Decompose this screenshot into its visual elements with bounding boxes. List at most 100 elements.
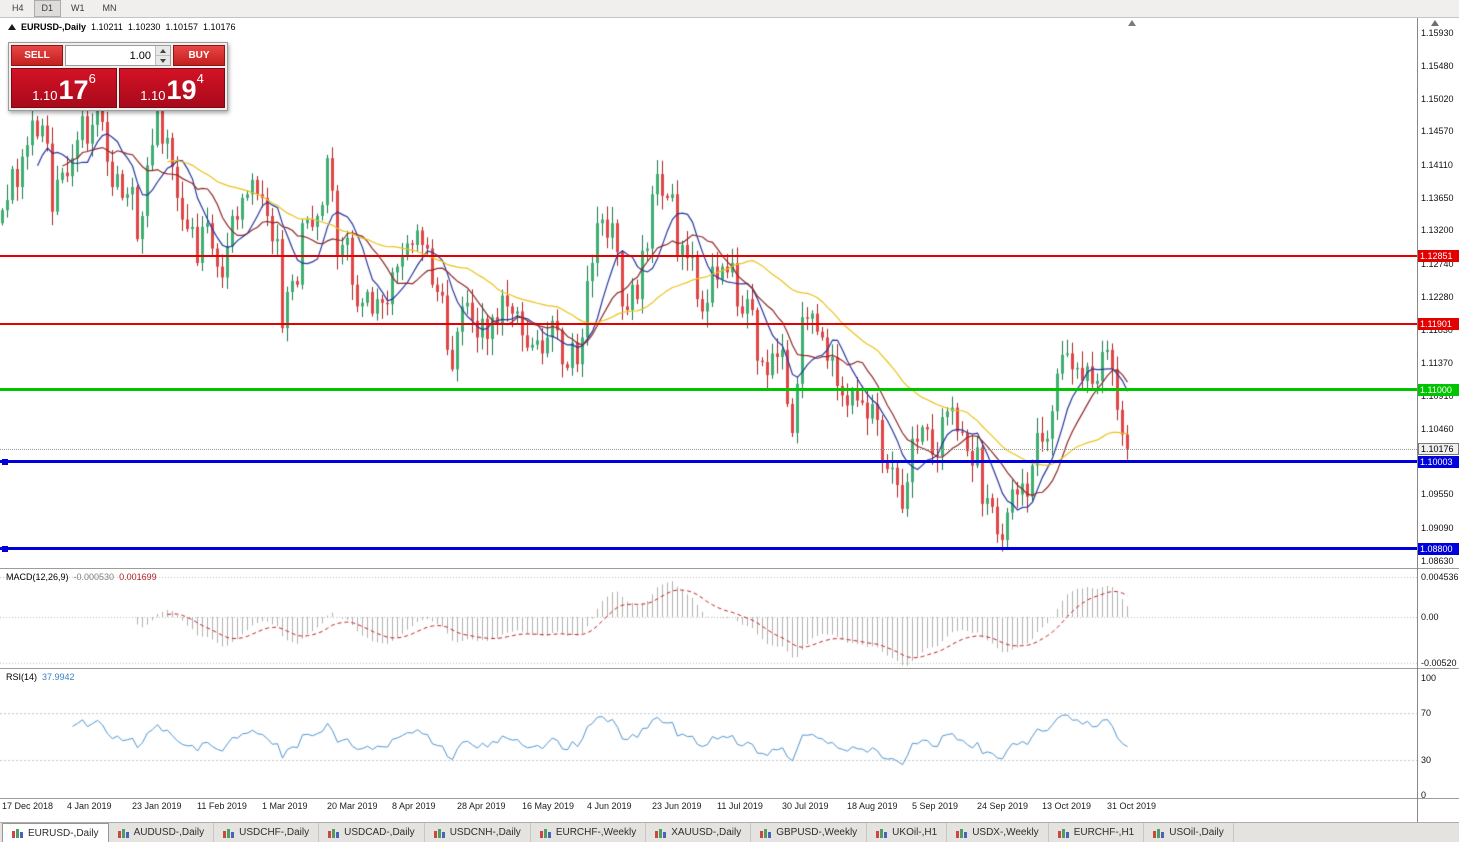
ohlc-close: 1.10176 bbox=[202, 22, 236, 32]
date-axis-label: 11 Feb 2019 bbox=[197, 801, 247, 811]
one-click-toggle-icon[interactable] bbox=[8, 24, 16, 30]
date-axis-label: 31 Oct 2019 bbox=[1107, 801, 1157, 811]
chart-icon bbox=[12, 829, 23, 838]
date-axis-label: 5 Sep 2019 bbox=[912, 801, 959, 811]
buy-price-sup: 4 bbox=[196, 71, 204, 86]
up-arrow-icon bbox=[160, 48, 166, 53]
rsi-indicator-label: RSI(14) 37.9942 bbox=[6, 672, 75, 682]
chart-icon bbox=[760, 828, 772, 838]
rsi-axis-tick: 0 bbox=[1421, 790, 1427, 801]
date-axis-label: 18 Aug 2019 bbox=[847, 801, 898, 811]
chart-tab-audusd[interactable]: AUDUSD-,Daily bbox=[109, 823, 215, 842]
price-axis-tick: 1.14570 bbox=[1421, 126, 1454, 137]
current-price-badge: 1.10176 bbox=[1418, 443, 1459, 455]
chart-tab-bar: EURUSD-,Daily AUDUSD-,Daily USDCHF-,Daily U… bbox=[0, 822, 1459, 842]
chart-icon bbox=[956, 828, 968, 838]
date-axis-label: 28 Apr 2019 bbox=[457, 801, 506, 811]
chart-tab-usdcnh[interactable]: USDCNH-,Daily bbox=[425, 823, 531, 842]
macd-axis-tick: 0.00 bbox=[1421, 612, 1439, 622]
timeframe-button-w1[interactable]: W1 bbox=[71, 3, 85, 13]
timeframe-button-mn[interactable]: MN bbox=[102, 3, 117, 13]
date-axis-label: 4 Jun 2019 bbox=[587, 801, 632, 811]
support-line-1[interactable] bbox=[0, 460, 1417, 463]
resistance-line-1[interactable] bbox=[0, 255, 1417, 257]
date-axis-label: 23 Jun 2019 bbox=[652, 801, 702, 811]
price-axis-tick: 1.13650 bbox=[1421, 192, 1454, 203]
chart-tab-ukoil[interactable]: UKOil-,H1 bbox=[867, 823, 948, 842]
chart-icon bbox=[1153, 828, 1165, 838]
lot-increment-button[interactable] bbox=[156, 46, 170, 55]
chart-shift-marker-icon[interactable] bbox=[1128, 20, 1136, 26]
pivot-line-green[interactable] bbox=[0, 388, 1417, 391]
price-axis-tick: 1.13200 bbox=[1421, 225, 1454, 236]
sell-price-big: 17 bbox=[58, 75, 89, 105]
timeframe-button-d1[interactable]: D1 bbox=[33, 0, 62, 17]
macd-signal-value: 0.001699 bbox=[119, 572, 157, 582]
ohlc-low: 1.10157 bbox=[165, 22, 198, 32]
chart-tab-gbpusd[interactable]: GBPUSD-,Weekly bbox=[751, 823, 868, 842]
chart-ohlc-header: EURUSD-,Daily 1.10211 1.10230 1.10157 1.… bbox=[8, 22, 236, 32]
chart-tab-eurchf[interactable]: EURCHF-,Weekly bbox=[531, 823, 647, 842]
support-line-2-price-badge: 1.08800 bbox=[1418, 543, 1459, 555]
lot-decrement-button[interactable] bbox=[156, 55, 170, 65]
sell-quote-button[interactable]: 1.10 17 6 bbox=[11, 68, 117, 108]
price-chart-canvas[interactable] bbox=[0, 18, 1417, 798]
date-axis-label: 11 Jul 2019 bbox=[717, 801, 763, 811]
chart-icon bbox=[433, 828, 445, 838]
lot-size-field bbox=[65, 45, 171, 66]
date-axis-label: 13 Oct 2019 bbox=[1042, 801, 1092, 811]
macd-axis-tick: 0.004536 bbox=[1421, 572, 1459, 582]
ohlc-open: 1.10211 bbox=[91, 22, 123, 32]
chart-icon bbox=[1057, 828, 1069, 838]
chart-tab-eurusd[interactable]: EURUSD-,Daily bbox=[2, 823, 109, 842]
price-axis-tick: 1.10910 bbox=[1421, 391, 1454, 402]
support-line-1-handle[interactable] bbox=[2, 459, 8, 465]
price-axis-tick: 1.12280 bbox=[1421, 292, 1454, 302]
price-axis-tick: 1.12740 bbox=[1421, 258, 1454, 269]
price-axis-tick: 1.15020 bbox=[1421, 93, 1454, 104]
chart-icon bbox=[539, 828, 551, 838]
rsi-axis-tick: 70 bbox=[1421, 708, 1432, 719]
down-arrow-icon bbox=[160, 58, 166, 63]
buy-quote-button[interactable]: 1.10 19 4 bbox=[119, 68, 225, 108]
buy-button[interactable]: BUY bbox=[173, 45, 225, 66]
resistance-line-2[interactable] bbox=[0, 323, 1417, 325]
price-axis-tick: 1.14110 bbox=[1421, 159, 1453, 170]
support-line-2-handle[interactable] bbox=[2, 546, 8, 552]
pivot-line-green-price-badge: 1.11000 bbox=[1418, 384, 1459, 396]
chart-tab-usdcad[interactable]: USDCAD-,Daily bbox=[319, 823, 425, 842]
macd-pane-separator[interactable] bbox=[0, 568, 1459, 569]
ohlc-high: 1.10230 bbox=[127, 22, 161, 32]
support-line-2[interactable] bbox=[0, 547, 1417, 550]
sell-price-sup: 6 bbox=[88, 71, 96, 86]
rsi-pane-separator[interactable] bbox=[0, 668, 1459, 669]
chart-icon bbox=[328, 828, 340, 838]
chart-tab-xauusd[interactable]: XAUUSD-,Daily bbox=[646, 823, 752, 842]
resistance-line-1-price-badge: 1.12851 bbox=[1418, 250, 1459, 262]
date-axis-label: 30 Jul 2019 bbox=[782, 801, 829, 811]
lot-size-input[interactable] bbox=[66, 46, 154, 65]
timeframe-button-h4[interactable]: H4 bbox=[12, 3, 24, 13]
chart-tab-usoil[interactable]: USOil-,Daily bbox=[1144, 823, 1234, 842]
chart-icon bbox=[655, 828, 667, 838]
rsi-axis-tick: 30 bbox=[1421, 754, 1432, 765]
macd-indicator-label: MACD(12,26,9) -0.000530 0.001699 bbox=[6, 572, 157, 582]
date-axis-label: 8 Apr 2019 bbox=[392, 801, 436, 811]
buy-price-big: 19 bbox=[166, 75, 197, 105]
macd-name: MACD(12,26,9) bbox=[6, 572, 69, 582]
sell-button[interactable]: SELL bbox=[11, 45, 63, 66]
chart-icon bbox=[223, 828, 235, 838]
rsi-axis-tick: 100 bbox=[1421, 673, 1437, 683]
rsi-name: RSI(14) bbox=[6, 672, 38, 682]
chart-icon bbox=[117, 828, 129, 838]
date-axis-separator bbox=[0, 798, 1459, 799]
chart-tab-eurchf[interactable]: EURCHF-,H1 bbox=[1049, 823, 1145, 842]
chart-tab-usdchf[interactable]: USDCHF-,Daily bbox=[214, 823, 320, 842]
price-axis-tick: 1.15480 bbox=[1421, 60, 1454, 71]
price-axis-border bbox=[1417, 18, 1418, 822]
date-axis-label: 23 Jan 2019 bbox=[132, 801, 182, 811]
price-axis-tick: 1.10460 bbox=[1421, 423, 1454, 434]
macd-axis-tick: -0.00520 bbox=[1421, 657, 1457, 668]
chart-tab-usdx[interactable]: USDX-,Weekly bbox=[947, 823, 1049, 842]
